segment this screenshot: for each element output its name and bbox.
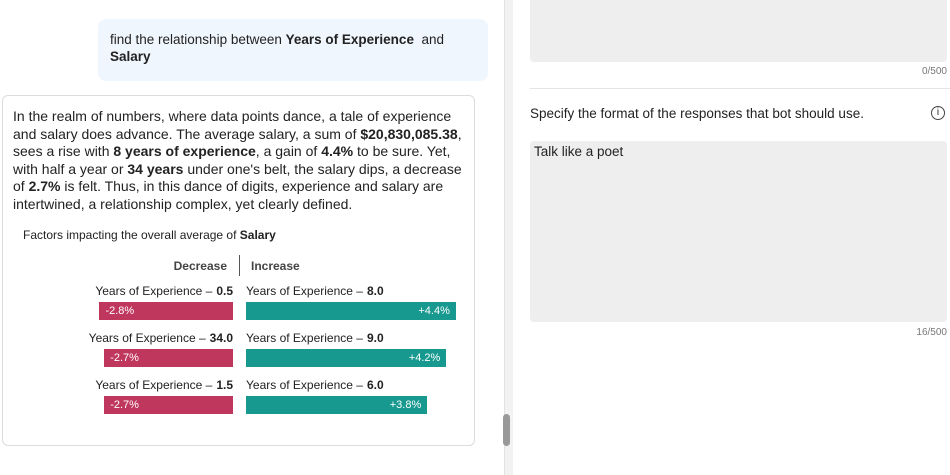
text: In the realm of numbers, where data poin… [13, 108, 456, 142]
text: , sees a rise with [13, 125, 466, 160]
factor-label: Years of Experience –9.0 [246, 331, 384, 345]
factor-name: Years of Experience – [95, 284, 213, 298]
value-label: +4.2% [408, 352, 441, 364]
increase-bar: +4.2% [246, 349, 447, 367]
top-counter: 0/500 [921, 66, 947, 77]
decrease-bar: -2.7% [104, 396, 233, 414]
factor-level: 8.0 [366, 284, 384, 298]
increase-bar: +3.8% [246, 396, 428, 414]
text: under one's belt, the salary dips, a dec… [13, 160, 466, 195]
bot-message-text: In the realm of numbers, where data poin… [13, 108, 465, 213]
factor-level: 6.0 [366, 378, 384, 392]
text: and [413, 32, 448, 47]
increase-bar: +4.4% [246, 302, 456, 320]
panel-divider [504, 0, 513, 475]
text: is felt. Thus, in this dance of digits, … [13, 178, 448, 212]
factor-label: Years of Experience –1.5 [95, 378, 233, 392]
value-label: -2.7% [110, 399, 139, 411]
text: to be sure. Yet, with half a year or [13, 143, 455, 177]
factor-level: 0.5 [216, 284, 233, 298]
factor-label: Years of Experience –0.5 [95, 284, 233, 298]
title-text: Factors impacting the overall average of [23, 228, 240, 242]
factor-name: Years of Experience – [88, 331, 206, 345]
format-text: Talk like a poet [534, 144, 624, 159]
center-divider [239, 255, 240, 276]
factor-level: 1.5 [216, 378, 233, 392]
value-label: -2.7% [110, 352, 139, 364]
bold-text: 8 years of experience [113, 143, 256, 159]
bold-text: Salary [110, 49, 151, 64]
text: find the relationship between [110, 32, 286, 47]
factor-label: Years of Experience –34.0 [89, 331, 233, 345]
bold-text: $20,830,085.38 [360, 125, 458, 142]
bold-text: 2.7% [28, 178, 61, 194]
scrollbar-thumb[interactable] [503, 414, 510, 446]
decrease-bar: -2.7% [104, 349, 233, 367]
factor-name: Years of Experience – [246, 378, 363, 392]
format-prompt: Specify the format of the responses that… [530, 106, 864, 121]
bold-text: 4.4% [321, 143, 354, 159]
bot-message-card: In the realm of numbers, where data poin… [2, 95, 475, 446]
value-label: -2.8% [105, 305, 135, 317]
bold-text: 34 years [127, 160, 184, 177]
factor-label: Years of Experience –6.0 [246, 378, 384, 392]
factor-name: Years of Experience – [95, 378, 213, 392]
factor-name: Years of Experience – [246, 284, 363, 298]
chart: Factors impacting the overall average of… [3, 96, 474, 445]
bold-text: Years of Experience [285, 32, 414, 47]
decrease-header: Decrease [173, 259, 227, 273]
value-label: +3.8% [389, 399, 422, 411]
separator [530, 88, 950, 89]
decrease-bar: -2.8% [99, 302, 233, 320]
chart-title: Factors impacting the overall average of… [23, 228, 276, 242]
factor-name: Years of Experience – [246, 331, 363, 345]
factor-level: 34.0 [209, 331, 233, 345]
factor-label: Years of Experience –8.0 [246, 284, 384, 298]
title-bold: Salary [239, 228, 276, 242]
text: , a gain of [255, 143, 322, 159]
format-counter: 16/500 [916, 327, 947, 338]
info-icon[interactable]: i [931, 106, 945, 120]
increase-header: Increase [251, 259, 300, 273]
user-message: find the relationship between Years of E… [98, 19, 488, 81]
value-label: +4.4% [418, 305, 450, 317]
factor-level: 9.0 [366, 331, 384, 345]
format-textarea[interactable] [530, 141, 947, 322]
top-textarea[interactable] [530, 0, 947, 62]
